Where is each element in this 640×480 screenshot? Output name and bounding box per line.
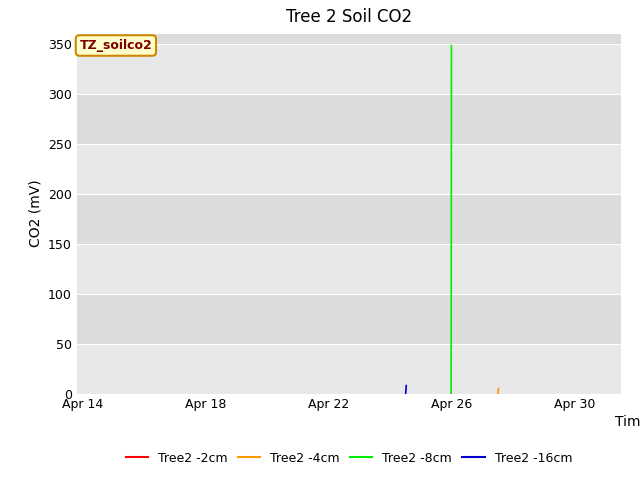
Bar	[77, 294, 621, 344]
X-axis label: Time: Time	[614, 415, 640, 429]
Y-axis label: CO2 (mV): CO2 (mV)	[29, 180, 42, 247]
Bar	[77, 193, 621, 243]
Bar	[77, 44, 621, 94]
Bar	[77, 243, 621, 294]
Bar	[77, 344, 621, 394]
Text: TZ_soilco2: TZ_soilco2	[79, 39, 152, 52]
Bar	[77, 94, 621, 144]
Legend: Tree2 -2cm, Tree2 -4cm, Tree2 -8cm, Tree2 -16cm: Tree2 -2cm, Tree2 -4cm, Tree2 -8cm, Tree…	[120, 447, 577, 469]
Bar	[77, 144, 621, 193]
Title: Tree 2 Soil CO2: Tree 2 Soil CO2	[285, 9, 412, 26]
